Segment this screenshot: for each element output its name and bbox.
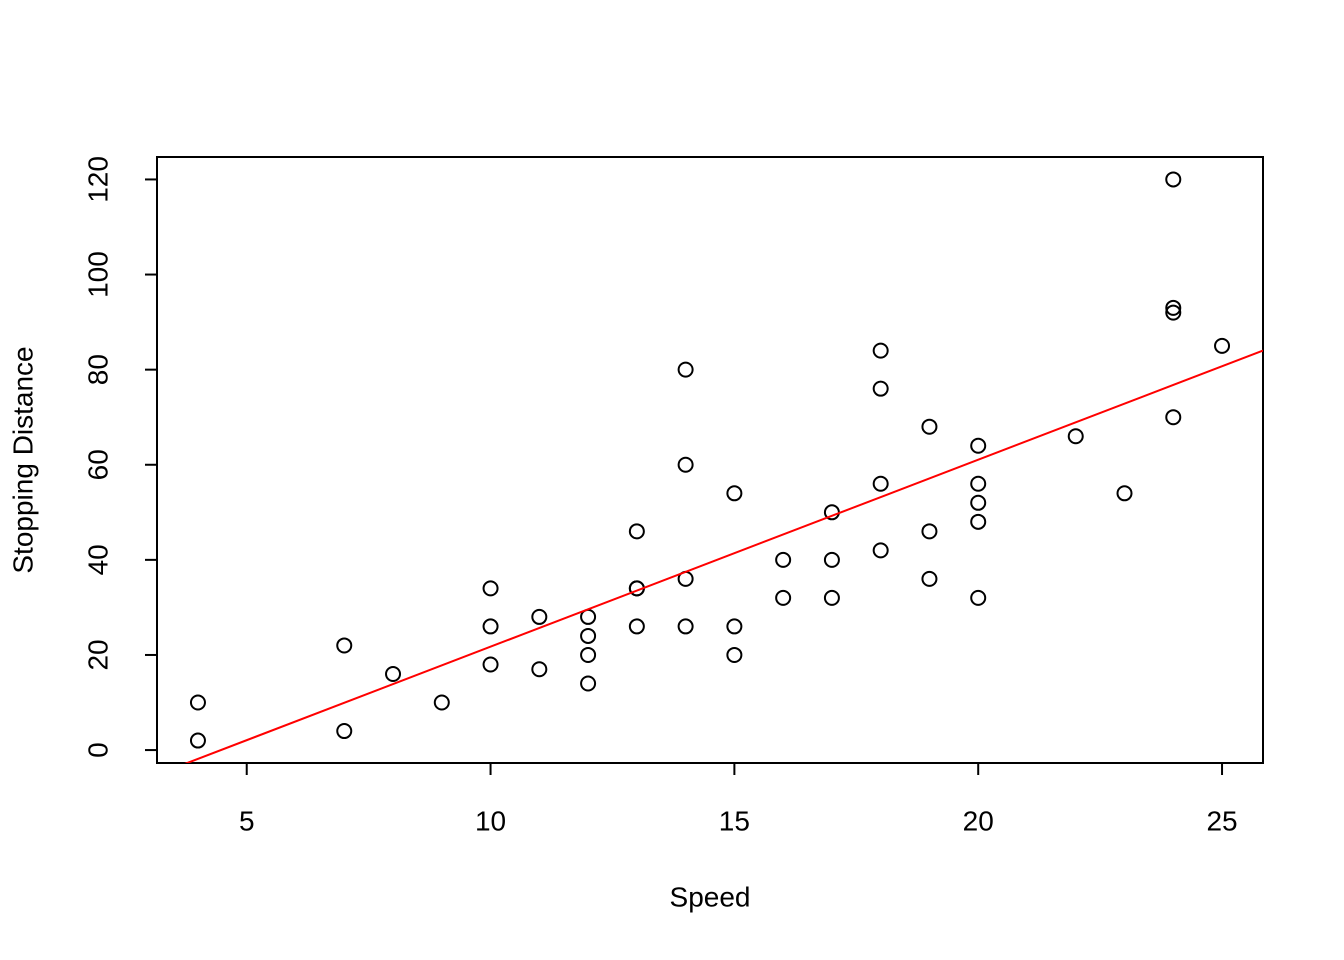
point (482, 618, 499, 635)
point (677, 361, 694, 378)
x-tick-label: 10 (475, 805, 506, 836)
y-tick-label: 20 (82, 639, 113, 670)
trend-line (184, 349, 1263, 763)
point (970, 494, 987, 511)
y-tick-label: 60 (82, 449, 113, 480)
point (726, 618, 743, 635)
x-tick-label: 15 (719, 805, 750, 836)
x-axis-label: Speed (670, 881, 751, 912)
y-axis-label: Stopping Distance (7, 346, 38, 573)
point (1165, 171, 1182, 188)
point (628, 523, 645, 540)
y-tick-label: 80 (82, 354, 113, 385)
point (189, 694, 206, 711)
x-tick-label: 25 (1206, 805, 1237, 836)
point (872, 342, 889, 359)
point (970, 437, 987, 454)
point (970, 475, 987, 492)
point (1165, 299, 1182, 316)
point (921, 570, 938, 587)
point (433, 694, 450, 711)
y-tick-label: 100 (82, 251, 113, 298)
point (336, 637, 353, 654)
point (1067, 428, 1084, 445)
point (970, 513, 987, 530)
point (580, 646, 597, 663)
point (921, 418, 938, 435)
point (726, 485, 743, 502)
point (775, 551, 792, 568)
y-tick-label: 120 (82, 156, 113, 203)
point (775, 589, 792, 606)
point (872, 380, 889, 397)
point (482, 656, 499, 673)
y-tick-label: 40 (82, 544, 113, 575)
y-tick-label: 0 (82, 742, 113, 758)
point (872, 475, 889, 492)
point (1116, 485, 1133, 502)
point (385, 665, 402, 682)
point (677, 456, 694, 473)
point (336, 723, 353, 740)
point (970, 589, 987, 606)
x-tick-label: 20 (963, 805, 994, 836)
point (921, 523, 938, 540)
point (823, 551, 840, 568)
point (531, 661, 548, 678)
point (531, 608, 548, 625)
point (189, 732, 206, 749)
point (1214, 337, 1231, 354)
point (872, 542, 889, 559)
point (677, 618, 694, 635)
point (726, 646, 743, 663)
point (823, 589, 840, 606)
plot-frame (156, 156, 1264, 764)
point (1165, 409, 1182, 426)
point (580, 627, 597, 644)
x-tick-label: 5 (239, 805, 255, 836)
point (580, 675, 597, 692)
point (1165, 304, 1182, 321)
point (628, 618, 645, 635)
point (482, 580, 499, 597)
